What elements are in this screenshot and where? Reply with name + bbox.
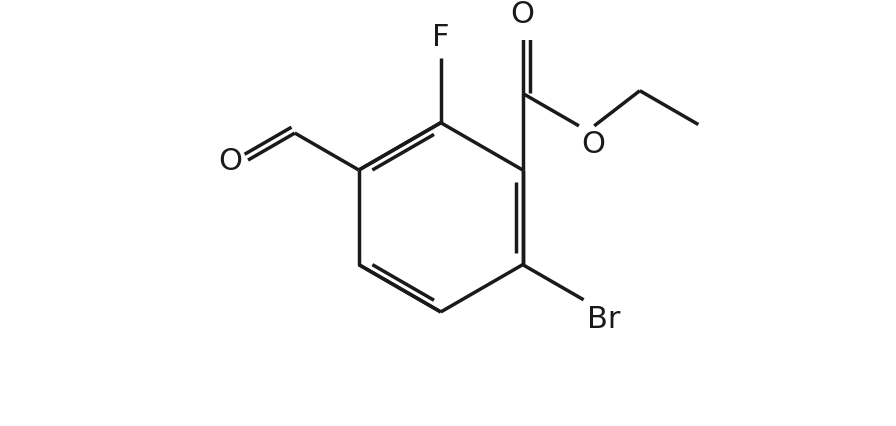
Text: O: O [511, 0, 535, 29]
Text: F: F [432, 23, 450, 52]
Text: O: O [219, 146, 243, 175]
Text: O: O [582, 130, 606, 159]
Text: Br: Br [587, 305, 621, 334]
